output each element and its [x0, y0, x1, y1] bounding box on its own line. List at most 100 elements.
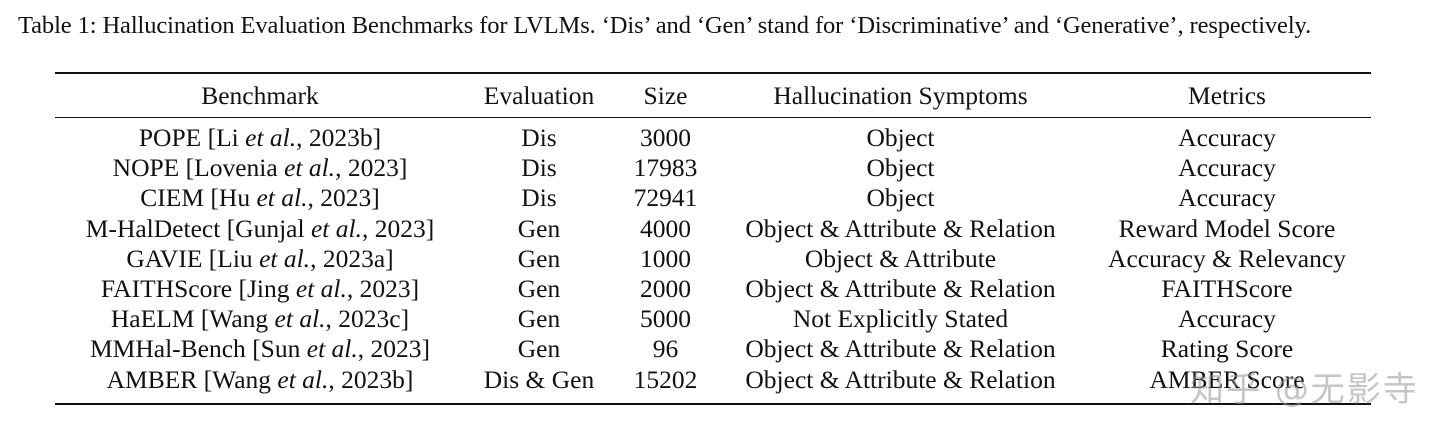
metrics-cell: Accuracy: [1178, 123, 1276, 153]
evaluation-cell: Gen: [517, 334, 561, 364]
table-row: AMBER [Wang et al., 2023b] Dis & Gen 152…: [55, 365, 1371, 404]
size-cell: 5000: [640, 304, 691, 334]
citation-etal: et al.: [274, 304, 326, 334]
benchmark-name: GAVIE: [126, 243, 203, 273]
citation-pre: [Hu: [210, 183, 257, 213]
benchmark-cell: AMBER [Wang et al., 2023b]: [55, 365, 465, 404]
metrics-cell: AMBER Score: [1149, 364, 1305, 394]
metrics-cell: FAITHScore: [1161, 274, 1293, 304]
citation-post: , 2023]: [346, 274, 420, 304]
citation-post: , 2023]: [361, 213, 435, 243]
benchmark-name: MMHal-Bench: [90, 334, 246, 364]
table-row: MMHal-Bench [Sun et al., 2023] Gen 96 Ob…: [55, 334, 1371, 364]
metrics-cell: Reward Model Score: [1118, 213, 1336, 243]
table-caption: Table 1: Hallucination Evaluation Benchm…: [18, 12, 1312, 39]
citation-etal: et al.: [306, 334, 358, 364]
benchmark-cell: HaELM [Wang et al., 2023c]: [55, 304, 465, 334]
table-row: GAVIE [Liu et al., 2023a] Gen 1000 Objec…: [55, 244, 1371, 274]
size-cell: 1000: [640, 243, 691, 273]
table-row: CIEM [Hu et al., 2023] Dis 72941 Object …: [55, 183, 1371, 213]
symptoms-cell: Object: [866, 123, 935, 153]
table-row: M-HalDetect [Gunjal et al., 2023] Gen 40…: [55, 214, 1371, 244]
citation-pre: [Sun: [252, 334, 307, 364]
citation-post: , 2023b]: [296, 123, 382, 153]
citation-post: , 2023]: [357, 334, 430, 364]
citation-etal: et al.: [277, 364, 329, 394]
benchmark-name: CIEM: [140, 183, 205, 213]
table-row: POPE [Li et al., 2023b] Dis 3000 Object …: [55, 118, 1371, 154]
benchmark-name: AMBER: [106, 364, 198, 394]
benchmark-cell: CIEM [Hu et al., 2023]: [55, 183, 465, 213]
benchmark-name: FAITHScore: [100, 274, 233, 304]
evaluation-cell: Gen: [517, 274, 561, 304]
metrics-cell: Accuracy: [1178, 153, 1276, 183]
symptoms-cell: Object: [866, 153, 935, 183]
header-metrics: Metrics: [1188, 80, 1266, 110]
symptoms-cell: Object & Attribute & Relation: [745, 213, 1056, 243]
citation-post: , 2023]: [335, 153, 408, 183]
benchmark-name: POPE: [138, 123, 202, 153]
header-evaluation: Evaluation: [483, 80, 595, 110]
table-row: NOPE [Lovenia et al., 2023] Dis 17983 Ob…: [55, 153, 1371, 183]
symptoms-cell: Object & Attribute & Relation: [745, 334, 1056, 364]
citation-etal: et al.: [284, 153, 336, 183]
citation-etal: et al.: [259, 243, 311, 273]
size-cell: 15202: [633, 364, 698, 394]
size-cell: 72941: [633, 183, 698, 213]
citation-etal: et al.: [256, 183, 308, 213]
benchmark-cell: FAITHScore [Jing et al., 2023]: [55, 274, 465, 304]
benchmark-name: HaELM: [110, 304, 195, 334]
citation-etal: et al.: [295, 274, 347, 304]
evaluation-cell: Dis: [521, 123, 557, 153]
evaluation-cell: Dis: [521, 153, 557, 183]
symptoms-cell: Not Explicitly Stated: [792, 304, 1009, 334]
size-cell: 2000: [640, 274, 691, 304]
benchmark-name: M-HalDetect: [85, 213, 221, 243]
citation-post: , 2023]: [307, 183, 380, 213]
benchmark-cell: POPE [Li et al., 2023b]: [55, 118, 465, 154]
metrics-cell: Accuracy & Relevancy: [1108, 243, 1346, 273]
citation-pre: [Li: [207, 123, 246, 153]
header-row: Benchmark Evaluation Size Hallucination …: [55, 73, 1371, 118]
metrics-cell: Accuracy: [1178, 183, 1276, 213]
citation-pre: [Lovenia: [185, 153, 285, 183]
citation-pre: [Liu: [208, 243, 260, 273]
evaluation-cell: Dis & Gen: [483, 364, 595, 394]
header-benchmark: Benchmark: [201, 80, 319, 110]
table-row: FAITHScore [Jing et al., 2023] Gen 2000 …: [55, 274, 1371, 304]
evaluation-cell: Dis: [521, 183, 557, 213]
citation-pre: [Wang: [203, 364, 278, 394]
evaluation-cell: Gen: [517, 243, 561, 273]
size-cell: 96: [652, 334, 679, 364]
symptoms-cell: Object & Attribute: [804, 243, 997, 273]
symptoms-cell: Object & Attribute & Relation: [745, 364, 1056, 394]
benchmark-cell: NOPE [Lovenia et al., 2023]: [55, 153, 465, 183]
citation-post: , 2023a]: [310, 243, 394, 273]
evaluation-cell: Gen: [517, 213, 561, 243]
table-body: POPE [Li et al., 2023b] Dis 3000 Object …: [55, 118, 1371, 404]
citation-post: , 2023b]: [328, 364, 414, 394]
citation-post: , 2023c]: [325, 304, 410, 334]
citation-pre: [Wang: [200, 304, 275, 334]
citation-pre: [Jing: [238, 274, 296, 304]
benchmark-table: Benchmark Evaluation Size Hallucination …: [55, 72, 1371, 405]
size-cell: 17983: [633, 153, 698, 183]
size-cell: 3000: [640, 123, 691, 153]
table-header: Benchmark Evaluation Size Hallucination …: [55, 73, 1371, 118]
header-symptoms: Hallucination Symptoms: [773, 80, 1028, 110]
benchmark-cell: M-HalDetect [Gunjal et al., 2023]: [55, 214, 465, 244]
citation-etal: et al.: [245, 123, 297, 153]
benchmark-cell: GAVIE [Liu et al., 2023a]: [55, 244, 465, 274]
evaluation-cell: Gen: [517, 304, 561, 334]
size-cell: 4000: [640, 213, 691, 243]
citation-pre: [Gunjal: [226, 213, 311, 243]
benchmark-table-container: Benchmark Evaluation Size Hallucination …: [55, 72, 1371, 405]
benchmark-cell: MMHal-Bench [Sun et al., 2023]: [55, 334, 465, 364]
header-size: Size: [643, 80, 688, 110]
symptoms-cell: Object & Attribute & Relation: [745, 274, 1056, 304]
table-row: HaELM [Wang et al., 2023c] Gen 5000 Not …: [55, 304, 1371, 334]
benchmark-name: NOPE: [112, 153, 180, 183]
symptoms-cell: Object: [866, 183, 935, 213]
metrics-cell: Accuracy: [1178, 304, 1276, 334]
citation-etal: et al.: [310, 213, 362, 243]
